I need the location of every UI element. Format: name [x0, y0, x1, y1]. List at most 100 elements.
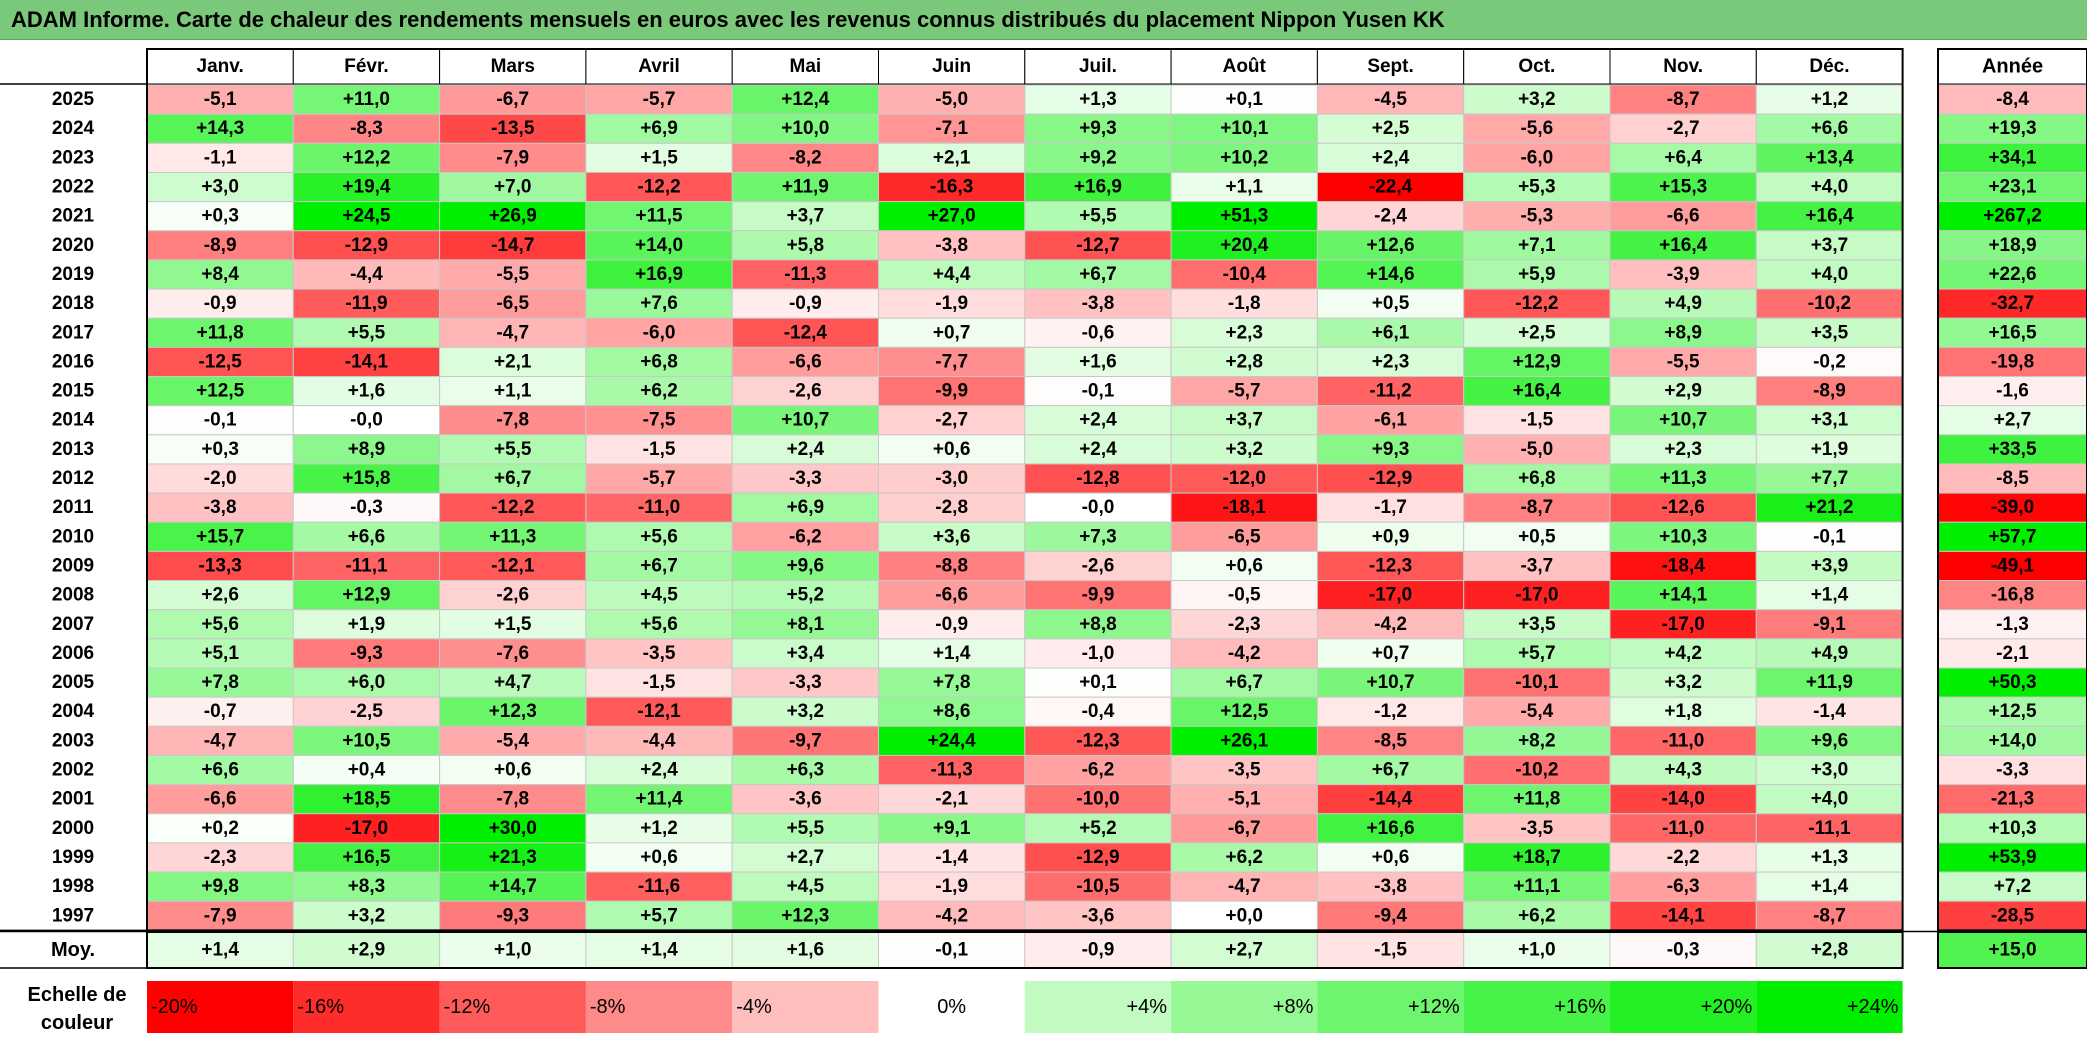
month-header-cell: [292, 48, 441, 85]
heatmap-grid: [0, 48, 2087, 969]
cell-value: +4,9: [1664, 293, 1702, 314]
heatmap-cell: [878, 842, 1026, 873]
cell-value: -8,3: [350, 118, 383, 139]
annual-value: +53,9: [1988, 847, 2036, 868]
cell-value: +6,7: [640, 555, 678, 576]
cell-value: +30,0: [489, 818, 537, 839]
cell-value: +12,3: [781, 905, 829, 926]
cell-value: -0,0: [1082, 497, 1115, 518]
heatmap-cell: [292, 871, 441, 902]
cell-value: +2,4: [640, 760, 678, 781]
cell-value: +2,1: [494, 351, 532, 372]
cell-value: +0,5: [1518, 526, 1556, 547]
cell-value: +0,6: [494, 760, 532, 781]
heatmap-cell: [1024, 784, 1172, 815]
cell-value: +5,9: [1518, 264, 1556, 285]
cell-value: -12,6: [1661, 497, 1704, 518]
cell-value: -0,1: [1082, 381, 1115, 402]
cell-value: +8,9: [1664, 322, 1702, 343]
average-cell: [1316, 931, 1465, 969]
average-value: +2,8: [1811, 940, 1849, 961]
cell-value: -17,0: [1515, 585, 1558, 606]
month-header-label: Nov.: [1663, 56, 1703, 77]
cell-value: -7,8: [496, 410, 529, 431]
heatmap-cell: [585, 492, 733, 523]
cell-value: -2,3: [204, 847, 237, 868]
cell-value: +18,5: [342, 789, 391, 810]
heatmap-cell: [439, 171, 587, 203]
heatmap-cell: [439, 259, 587, 290]
heatmap-cells: [146, 48, 2087, 1033]
cell-value: +7,3: [1079, 526, 1117, 547]
annual-cell: [1937, 142, 2087, 173]
scale-stop-label: +12%: [1408, 996, 1460, 1018]
cell-value: -6,5: [496, 293, 529, 314]
cell-value: +5,5: [348, 322, 386, 343]
heatmap-cell: [878, 230, 1026, 261]
scale-swatch: [439, 981, 586, 1033]
cell-value: -13,5: [491, 118, 535, 139]
cell-value: -2,1: [935, 789, 968, 810]
heatmap-cell: [146, 376, 294, 407]
cell-value: -12,0: [1223, 468, 1266, 489]
cell-value: +1,3: [1811, 847, 1849, 868]
cell-value: -17,0: [1369, 585, 1412, 606]
heatmap-cell: [1316, 580, 1465, 611]
average-label: Moy.: [51, 939, 95, 961]
cell-value: +11,8: [1513, 789, 1560, 810]
cell-value: +1,1: [494, 381, 532, 402]
heatmap-cell: [292, 171, 441, 203]
cell-value: -12,2: [637, 177, 680, 198]
heatmap-cell: [1463, 580, 1611, 611]
cell-value: -8,7: [1813, 905, 1846, 926]
cell-value: -3,3: [789, 672, 822, 693]
heatmap-cell: [1170, 434, 1318, 465]
cell-value: -8,9: [204, 235, 237, 256]
cell-value: +6,9: [640, 118, 678, 139]
cell-value: -4,7: [1228, 876, 1261, 897]
month-header-label: Févr.: [344, 56, 388, 77]
row-year-label: 2018: [52, 293, 94, 314]
cell-value: -16,3: [930, 177, 973, 198]
heatmap-cell: [1463, 871, 1611, 902]
cell-value: +3,7: [1225, 410, 1263, 431]
cell-value: +11,8: [197, 322, 244, 343]
heatmap-cell: [1170, 784, 1318, 815]
cell-value: +1,5: [640, 147, 678, 168]
average-cell: [1755, 931, 1904, 969]
cell-value: -1,5: [643, 672, 676, 693]
scale-swatch: [1756, 981, 1903, 1033]
cell-value: -6,7: [496, 89, 529, 110]
cell-value: -4,4: [350, 264, 383, 285]
month-header-cell: [1170, 48, 1318, 85]
average-value: +1,0: [494, 940, 532, 961]
heatmap-cell: [1755, 871, 1904, 902]
cell-value: +6,6: [201, 760, 239, 781]
cell-value: +3,2: [1518, 89, 1556, 110]
cell-value: -11,2: [1369, 381, 1411, 402]
cell-value: +12,6: [1367, 235, 1415, 256]
heatmap-cell: [439, 696, 587, 727]
average-cell: [585, 931, 733, 969]
cell-value: +0,6: [1225, 555, 1263, 576]
cell-value: -3,6: [789, 789, 822, 810]
cell-value: +6,2: [1225, 847, 1263, 868]
heatmap-cell: [1024, 259, 1172, 290]
average-value: +2,7: [1225, 940, 1263, 961]
heatmap-cell: [1170, 667, 1318, 698]
heatmap-cell: [1755, 259, 1904, 290]
heatmap-cell: [1316, 550, 1465, 582]
cell-value: +10,5: [342, 730, 391, 751]
cell-value: +15,3: [1659, 177, 1707, 198]
average-value: +1,0: [1518, 940, 1556, 961]
heatmap-cell: [439, 492, 587, 523]
cell-value: -6,6: [1667, 206, 1700, 227]
heatmap-cell: [439, 201, 587, 232]
cell-value: -3,5: [1520, 818, 1553, 839]
month-header-label: Déc.: [1809, 56, 1849, 77]
annual-value: +50,3: [1988, 672, 2036, 693]
heatmap-cell: [1170, 638, 1318, 669]
cell-value: +12,3: [489, 701, 537, 722]
cell-value: -7,8: [496, 789, 529, 810]
annual-cell: [1937, 346, 2087, 378]
